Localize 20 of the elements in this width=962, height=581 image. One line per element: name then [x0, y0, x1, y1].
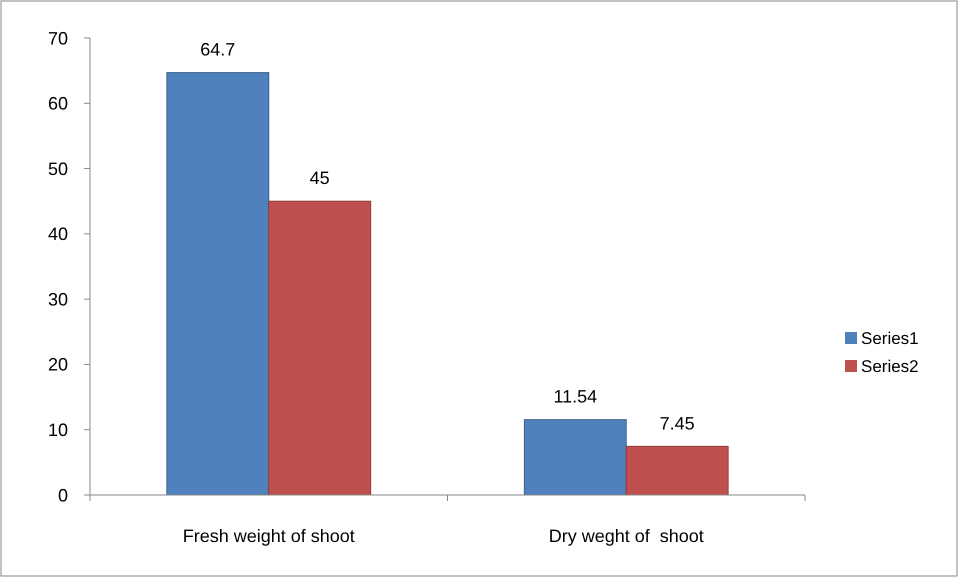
bar — [166, 72, 270, 496]
data-label: 7.45 — [660, 413, 695, 434]
y-tick-label: 50 — [48, 158, 68, 179]
y-tick-label: 60 — [48, 94, 68, 114]
legend-label: Series1 — [861, 328, 919, 348]
legend-label: Series2 — [861, 356, 919, 376]
data-label: 11.54 — [553, 386, 598, 407]
x-tick-label: Dry weght of shoot — [548, 526, 704, 546]
x-tick-label: Fresh weight of shoot — [182, 526, 355, 546]
bar — [524, 419, 627, 496]
bar — [268, 200, 372, 496]
y-tick-label: 20 — [48, 354, 68, 375]
bar — [626, 446, 729, 496]
y-tick-label: 30 — [48, 289, 68, 310]
y-tick-label: 40 — [48, 224, 68, 244]
y-tick-label: 70 — [48, 28, 68, 48]
y-tick-label: 0 — [58, 485, 68, 506]
data-label: 64.7 — [200, 40, 236, 60]
y-tick-label: 10 — [48, 420, 68, 440]
data-label: 45 — [310, 168, 330, 188]
